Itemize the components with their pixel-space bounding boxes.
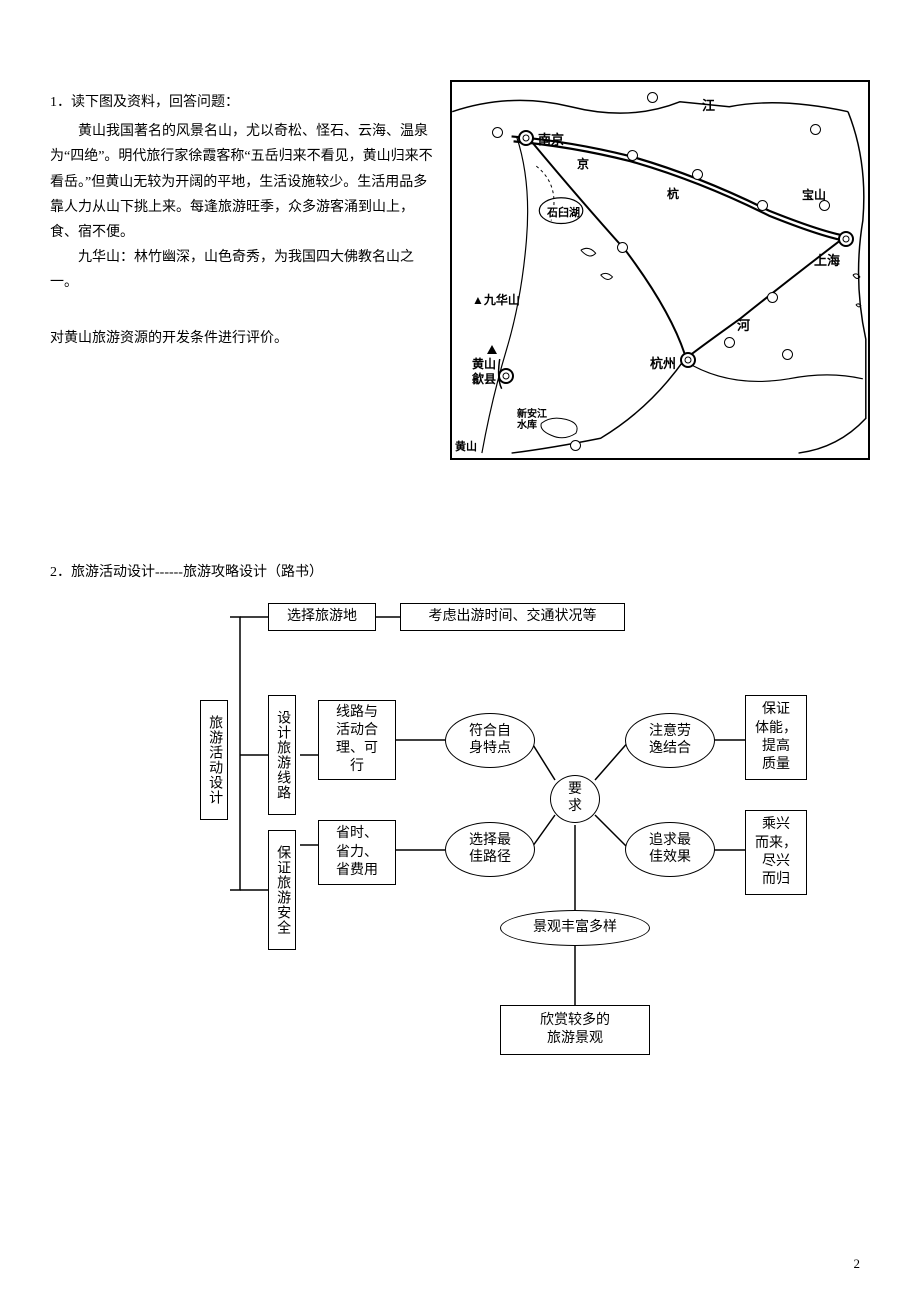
q1-heading: 1．读下图及资料，回答问题： — [50, 90, 435, 115]
fc-route-feasible: 线路与 活动合 理、可 行 — [318, 700, 396, 780]
map-label-he: 河 — [737, 314, 750, 337]
map-label-huangshan-b: 黄山 — [455, 438, 477, 458]
map-label-hang: 杭 — [667, 184, 679, 206]
fc-best-effect: 追求最 佳效果 — [625, 822, 715, 877]
map-marker-hangzhou — [680, 352, 696, 368]
fc-root: 旅游活动设计 — [200, 700, 228, 820]
map-svg — [452, 82, 868, 458]
map-label-shanghai: 上海 — [814, 249, 840, 272]
map-marker-dot — [617, 242, 628, 253]
map-label-jiang: 江 — [702, 94, 715, 117]
map-marker-dot — [782, 349, 793, 360]
map-label-jiuhuashan: ▲九华山 — [472, 290, 520, 312]
map-marker-dot — [767, 292, 778, 303]
flowchart: 旅游活动设计 选择旅游地 考虑出游时间、交通状况等 设计旅游线路 保证旅游安全 … — [200, 600, 900, 1100]
q1-para2: 九华山：林竹幽深，山色奇秀，为我国四大佛教名山之一。 — [50, 245, 435, 295]
map-marker-shexian — [498, 368, 514, 384]
map-label-shibahu: 石臼湖 — [547, 204, 580, 224]
fc-design-route: 设计旅游线路 — [268, 695, 296, 815]
map-label-xinanjiang: 新安江 水库 — [517, 409, 547, 431]
fc-consider: 考虑出游时间、交通状况等 — [400, 603, 625, 631]
map-marker-dot — [647, 92, 658, 103]
fc-best-path: 选择最 佳路径 — [445, 822, 535, 877]
question-1-section: 1．读下图及资料，回答问题： 黄山我国著名的风景名山，尤以奇松、怪石、云海、温泉… — [50, 80, 870, 460]
map-marker-dot — [570, 440, 581, 451]
q2-heading: 2．旅游活动设计------旅游攻略设计（路书） — [50, 560, 870, 585]
q1-text: 1．读下图及资料，回答问题： 黄山我国著名的风景名山，尤以奇松、怪石、云海、温泉… — [50, 80, 435, 460]
map-marker-shanghai — [838, 231, 854, 247]
map-marker-nanjing — [518, 130, 534, 146]
fc-ensure-safety: 保证旅游安全 — [268, 830, 296, 950]
fc-rich: 景观丰富多样 — [500, 910, 650, 946]
map-label-hangzhou: 杭州 — [650, 352, 676, 375]
fc-more: 欣赏较多的 旅游景观 — [500, 1005, 650, 1055]
q1-evaluate: 对黄山旅游资源的开发条件进行评价。 — [50, 326, 435, 351]
map-marker-dot — [692, 169, 703, 180]
map-label-shexian: 歙县 — [472, 369, 496, 391]
fc-body: 保证 体能， 提高 质量 — [745, 695, 807, 780]
map: 南京 上海 杭州 宝山 江 京 杭 河 石臼湖 ▲九华山 黄山 歙县 黄山 新安… — [450, 80, 870, 460]
page-number: 2 — [854, 1252, 861, 1275]
question-2-section: 2．旅游活动设计------旅游攻略设计（路书） — [50, 560, 870, 1100]
fc-select-dest: 选择旅游地 — [268, 603, 376, 631]
fc-enjoy: 乘兴 而来， 尽兴 而归 — [745, 810, 807, 895]
map-label-nanjing: 南京 — [538, 128, 564, 151]
map-marker-dot — [757, 200, 768, 211]
map-marker-dot — [810, 124, 821, 135]
map-marker-dot — [492, 127, 503, 138]
map-marker-dot — [724, 337, 735, 348]
map-label-baoshan: 宝山 — [802, 185, 826, 207]
fc-save: 省时、 省力、 省费用 — [318, 820, 396, 885]
map-triangle-huangshan — [487, 345, 497, 354]
fc-rest: 注意劳 逸结合 — [625, 713, 715, 768]
q1-para1: 黄山我国著名的风景名山，尤以奇松、怪石、云海、温泉为“四绝”。明代旅行家徐霞客称… — [50, 119, 435, 245]
map-label-jing: 京 — [577, 154, 589, 176]
fc-requirement: 要 求 — [550, 775, 600, 823]
map-marker-dot — [627, 150, 638, 161]
fc-fit-self: 符合自 身特点 — [445, 713, 535, 768]
